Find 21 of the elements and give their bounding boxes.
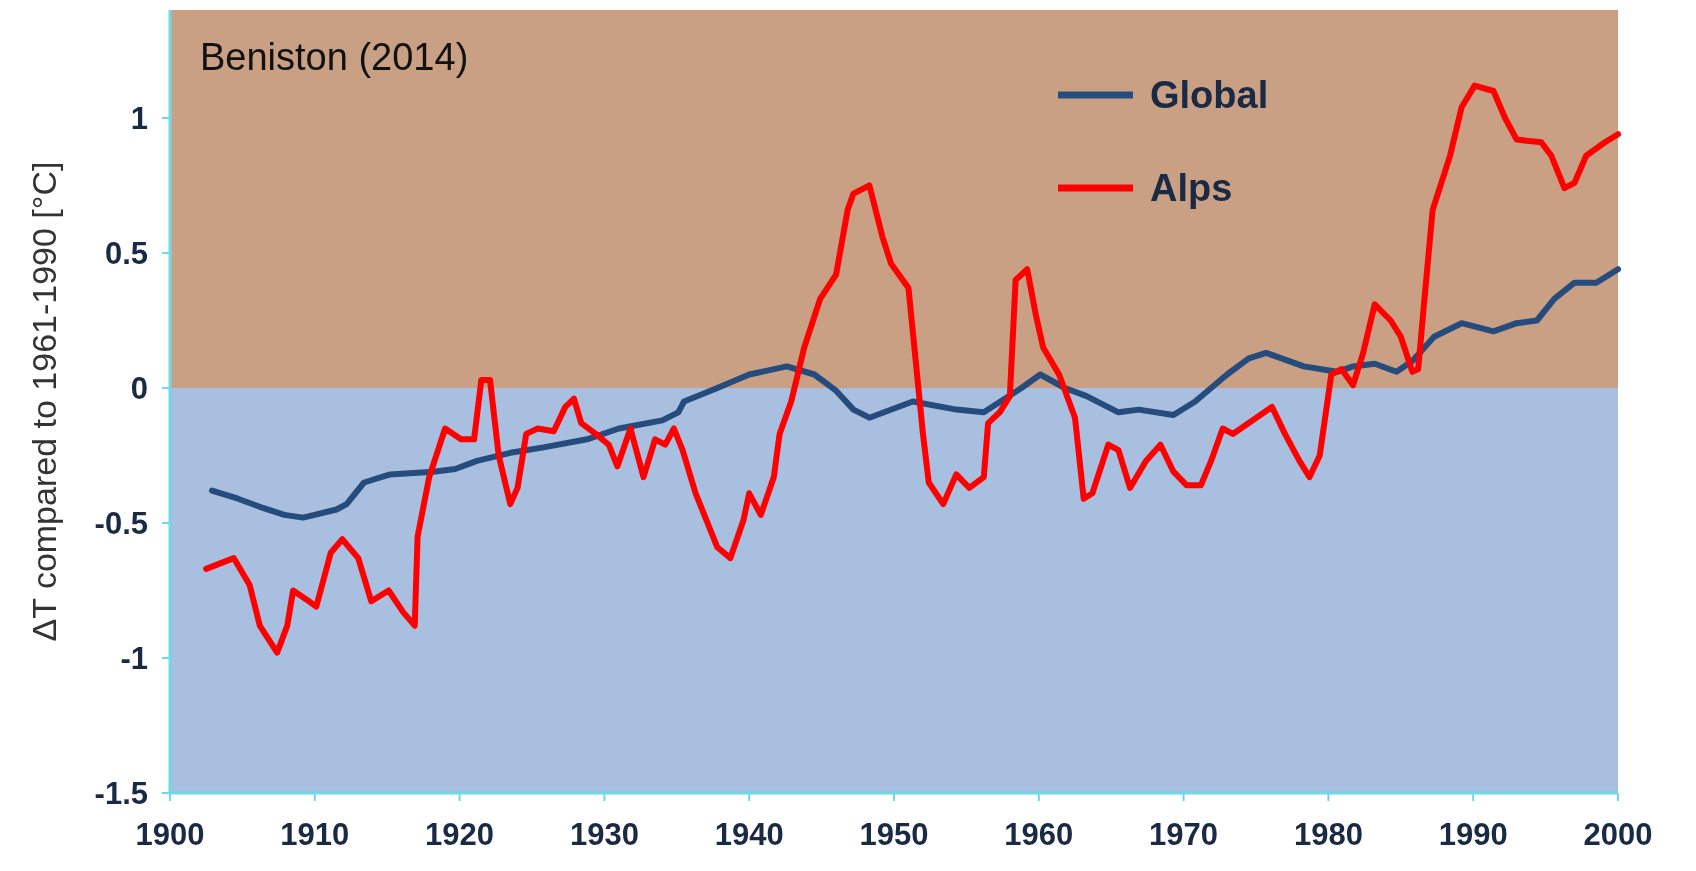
x-tick-label: 1990 (1438, 817, 1508, 852)
y-tick-label: -1 (120, 640, 148, 676)
y-tick-label: 0 (130, 370, 148, 406)
y-axis-title: ΔT compared to 1961-1990 [°C] (25, 161, 63, 642)
legend-label: Alps (1150, 167, 1233, 210)
x-tick-label: 1940 (714, 817, 784, 852)
x-tick-label: 1960 (1004, 817, 1074, 852)
x-tick-label: 1970 (1149, 817, 1219, 852)
y-tick-label: -0.5 (94, 505, 148, 541)
x-tick-label: 1920 (425, 817, 495, 852)
x-tick-label: 1950 (859, 817, 929, 852)
y-tick-label: 0.5 (104, 235, 148, 271)
x-tick-label: 1980 (1293, 817, 1363, 852)
x-tick-label: 1930 (569, 817, 639, 852)
annotation: Beniston (2014) (200, 36, 469, 78)
x-tick-label: 2000 (1583, 817, 1653, 852)
y-tick-label: 1 (130, 100, 148, 136)
x-tick-label: 1910 (280, 817, 350, 852)
x-tick-label: 1900 (135, 817, 205, 852)
legend-label: Global (1150, 74, 1269, 117)
y-tick-label: -1.5 (94, 775, 148, 811)
